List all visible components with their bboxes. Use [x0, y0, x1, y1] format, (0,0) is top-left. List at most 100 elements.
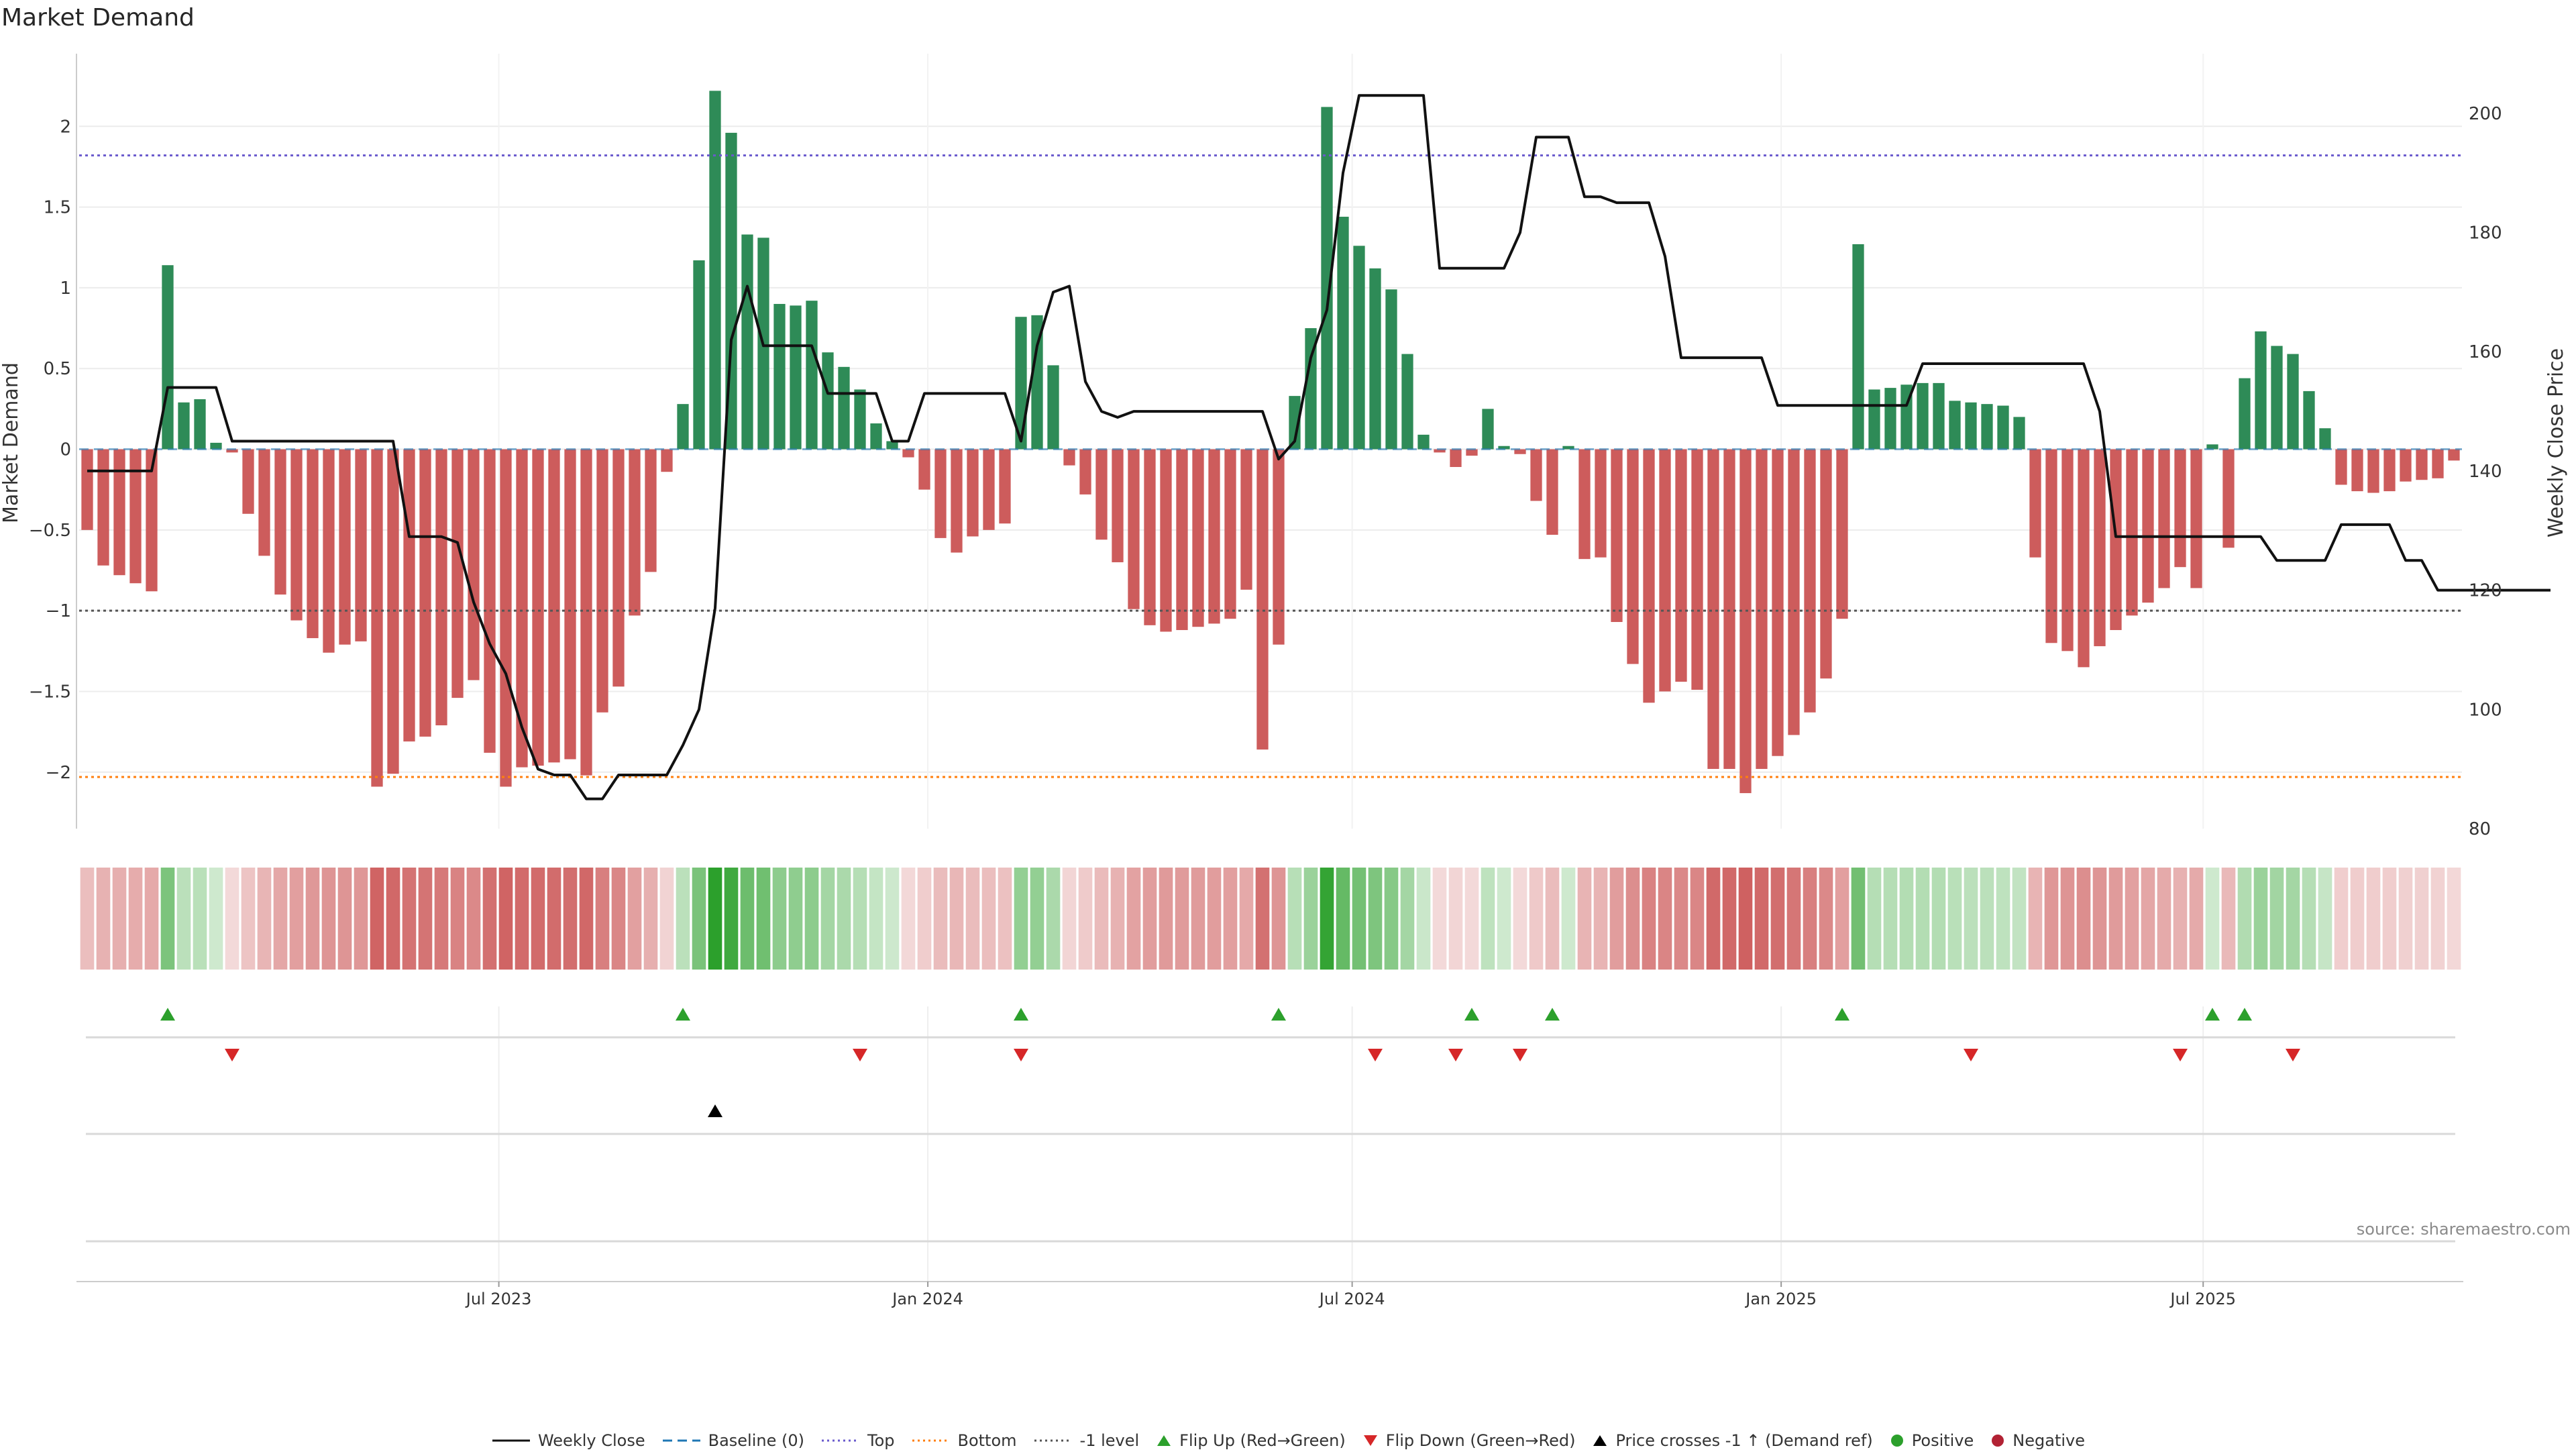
heat-cell	[193, 868, 207, 970]
demand-bar	[967, 449, 979, 537]
flip-up-marker	[1835, 1008, 1849, 1021]
heat-cell	[2108, 868, 2123, 970]
demand-bar	[1498, 446, 1510, 450]
y-axis-title: Market Demand	[0, 362, 23, 523]
demand-bar	[2126, 449, 2138, 616]
y-tick-label: 1	[60, 278, 71, 299]
heat-cell	[1175, 868, 1189, 970]
heat-cell	[2382, 868, 2397, 970]
flip-up-marker	[1464, 1008, 1479, 1021]
heat-cell	[2157, 868, 2171, 970]
heat-cell	[2269, 868, 2284, 970]
heat-cell	[1432, 868, 1447, 970]
y-tick-label: 0	[60, 440, 71, 460]
demand-bar	[902, 449, 914, 458]
demand-bar	[1965, 402, 1977, 450]
heat-cell	[1529, 868, 1544, 970]
demand-bar	[1466, 449, 1478, 456]
heat-cell	[2205, 868, 2220, 970]
demand-bar	[2078, 449, 2090, 668]
y-right-tick-label: 80	[2469, 819, 2491, 839]
demand-bar	[1256, 449, 1269, 750]
heat-cell	[772, 868, 787, 970]
heat-cell	[112, 868, 127, 970]
heat-cell	[579, 868, 594, 970]
heat-cell	[1786, 868, 1801, 970]
demand-bar	[2287, 354, 2299, 450]
demand-bar	[2319, 428, 2331, 450]
heat-cell	[354, 868, 368, 970]
heat-cell	[144, 868, 159, 970]
demand-bar	[1788, 449, 1800, 735]
heat-cell	[788, 868, 803, 970]
demand-bar	[226, 449, 238, 453]
flip-up-marker	[1545, 1008, 1560, 1021]
demand-bar	[1240, 449, 1252, 590]
demand-bar	[1772, 449, 1784, 756]
y-tick-label: 2	[60, 117, 71, 137]
demand-bar	[1933, 382, 1945, 450]
demand-bar	[1434, 449, 1446, 453]
heat-cell	[2302, 868, 2316, 970]
demand-bar	[1578, 449, 1591, 560]
demand-bar	[548, 449, 560, 763]
source-note: source: sharemaestro.com	[2356, 1220, 2571, 1239]
demand-bar	[242, 449, 254, 514]
demand-bar	[290, 449, 303, 621]
price-cross-marker	[708, 1104, 722, 1117]
heat-cell	[160, 868, 175, 970]
x-tick-label: Jul 2024	[1318, 1290, 1385, 1308]
flip-up-marker	[676, 1008, 690, 1021]
heat-cell	[305, 868, 320, 970]
demand-bar	[918, 449, 930, 490]
heat-cell	[289, 868, 304, 970]
demand-bar	[194, 399, 206, 450]
heat-cell	[1062, 868, 1077, 970]
heat-cell	[595, 868, 610, 970]
y-right-axis-title: Weekly Close Price	[2544, 348, 2568, 537]
flip-markers	[160, 1008, 2300, 1117]
heat-cell	[917, 868, 932, 970]
heat-cell	[1980, 868, 1994, 970]
heat-cell	[1658, 868, 1672, 970]
heat-cell	[1464, 868, 1479, 970]
legend-top: Top	[820, 1431, 895, 1450]
heat-cell	[450, 868, 465, 970]
legend-bottom: Bottom	[911, 1431, 1017, 1450]
heat-cell	[1931, 868, 1946, 970]
demand-bar	[1144, 449, 1156, 625]
demand-bar	[1079, 449, 1091, 495]
demand-bar	[2383, 449, 2396, 492]
demand-bar	[838, 366, 850, 450]
heat-cell	[1513, 868, 1527, 970]
heat-cell	[1722, 868, 1737, 970]
heat-cell	[482, 868, 497, 970]
heat-cell	[2447, 868, 2461, 970]
heat-cell	[1899, 868, 1914, 970]
demand-bar	[451, 449, 464, 698]
heat-cell	[370, 868, 384, 970]
heat-cell	[1014, 868, 1028, 970]
demand-bar	[886, 441, 898, 450]
heat-cell	[2237, 868, 2252, 970]
heat-cell	[2076, 868, 2091, 970]
demand-bar	[1031, 315, 1043, 450]
demand-bar	[1949, 401, 1961, 450]
heat-cell	[2060, 868, 2075, 970]
demand-bar	[2271, 346, 2283, 450]
y-tick-label: −1.5	[29, 682, 71, 702]
heat-cell	[2092, 868, 2107, 970]
heat-cell	[740, 868, 755, 970]
demand-bar	[1595, 449, 1607, 558]
demand-bar	[1208, 449, 1220, 624]
demand-bar	[983, 449, 995, 530]
demand-bar	[113, 449, 125, 576]
heat-cell	[901, 868, 916, 970]
demand-bar	[419, 449, 431, 737]
heat-cell	[1738, 868, 1753, 970]
demand-bar	[822, 352, 834, 450]
legend-label: Weekly Close	[537, 1431, 645, 1450]
heat-cell	[1835, 868, 1849, 970]
y-tick-label: −2	[46, 763, 71, 783]
demand-bar	[1917, 382, 1929, 450]
